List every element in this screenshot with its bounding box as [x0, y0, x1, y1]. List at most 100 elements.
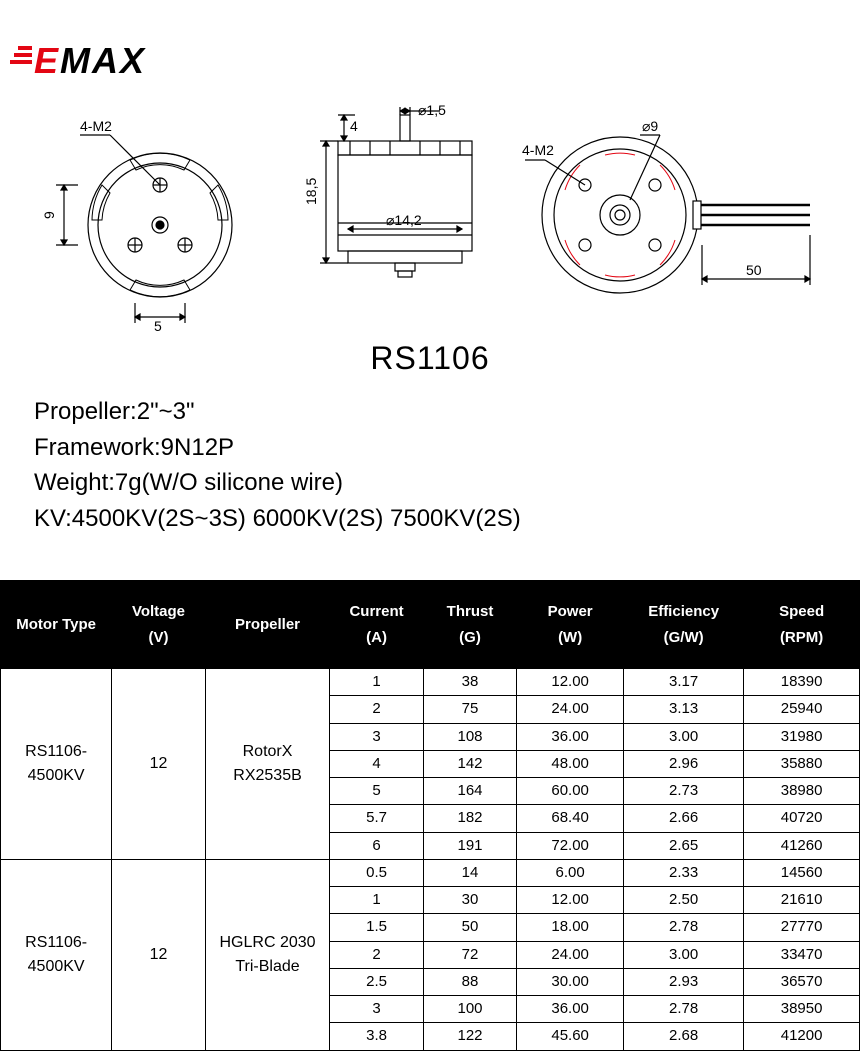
cell-eff: 3.00 — [624, 723, 744, 750]
table-header-row: Motor Type Voltage(V) Propeller Current(… — [1, 581, 860, 669]
th-thrust: Thrust(G) — [423, 581, 516, 669]
cell-power: 12.00 — [517, 669, 624, 696]
cell-power: 12.00 — [517, 887, 624, 914]
cell-speed: 36570 — [744, 968, 860, 995]
cell-eff: 3.00 — [624, 941, 744, 968]
cell-speed: 38950 — [744, 996, 860, 1023]
logo: EMAX — [34, 40, 146, 82]
cell-current: 1 — [330, 887, 423, 914]
cell-thrust: 75 — [423, 696, 516, 723]
dim-4m2: 4-M2 — [80, 118, 112, 134]
cell-speed: 27770 — [744, 914, 860, 941]
dim-5: 5 — [154, 318, 162, 334]
cell-current: 3 — [330, 723, 423, 750]
table-row: RS1106-4500KV12RotorXRX2535B13812.003.17… — [1, 669, 860, 696]
cell-voltage: 12 — [112, 859, 205, 1050]
cell-power: 68.40 — [517, 805, 624, 832]
th-power: Power(W) — [517, 581, 624, 669]
cell-eff: 3.13 — [624, 696, 744, 723]
cell-eff: 2.65 — [624, 832, 744, 859]
dim-142: ⌀14,2 — [386, 212, 422, 228]
table-row: RS1106-4500KV12HGLRC 2030Tri-Blade0.5146… — [1, 859, 860, 886]
dim-9: 9 — [41, 211, 57, 219]
cell-propeller: HGLRC 2030Tri-Blade — [205, 859, 330, 1050]
cell-speed: 41200 — [744, 1023, 860, 1050]
cell-eff: 2.78 — [624, 914, 744, 941]
cell-power: 60.00 — [517, 778, 624, 805]
dim-4m2-b: 4-M2 — [522, 142, 554, 158]
cell-thrust: 108 — [423, 723, 516, 750]
spec-kv: KV:4500KV(2S~3S) 6000KV(2S) 7500KV(2S) — [34, 502, 521, 536]
cell-thrust: 88 — [423, 968, 516, 995]
cell-speed: 18390 — [744, 669, 860, 696]
cell-speed: 38980 — [744, 778, 860, 805]
dim-15: ⌀1,5 — [418, 105, 446, 118]
cell-current: 3 — [330, 996, 423, 1023]
diagram-side-view: 18,5 4 ⌀1,5 ⌀14,2 — [260, 105, 510, 335]
cell-power: 72.00 — [517, 832, 624, 859]
cell-current: 3.8 — [330, 1023, 423, 1050]
cell-current: 2 — [330, 941, 423, 968]
th-voltage: Voltage(V) — [112, 581, 205, 669]
cell-current: 0.5 — [330, 859, 423, 886]
spec-table: Motor Type Voltage(V) Propeller Current(… — [0, 580, 860, 1051]
cell-motor: RS1106-4500KV — [1, 669, 112, 860]
cell-motor: RS1106-4500KV — [1, 859, 112, 1050]
th-propeller: Propeller — [205, 581, 330, 669]
cell-current: 1 — [330, 669, 423, 696]
cell-thrust: 14 — [423, 859, 516, 886]
spec-weight: Weight:7g(W/O silicone wire) — [34, 466, 521, 500]
cell-speed: 41260 — [744, 832, 860, 859]
cell-thrust: 182 — [423, 805, 516, 832]
cell-current: 2.5 — [330, 968, 423, 995]
cell-power: 24.00 — [517, 941, 624, 968]
cell-current: 5 — [330, 778, 423, 805]
th-current: Current(A) — [330, 581, 423, 669]
cell-current: 2 — [330, 696, 423, 723]
cell-power: 36.00 — [517, 996, 624, 1023]
cell-current: 1.5 — [330, 914, 423, 941]
cell-thrust: 50 — [423, 914, 516, 941]
dim-4: 4 — [350, 118, 358, 134]
dim-185: 18,5 — [303, 178, 319, 205]
cell-speed: 33470 — [744, 941, 860, 968]
cell-power: 6.00 — [517, 859, 624, 886]
cell-power: 48.00 — [517, 750, 624, 777]
th-speed: Speed(RPM) — [744, 581, 860, 669]
cell-thrust: 191 — [423, 832, 516, 859]
cell-power: 24.00 — [517, 696, 624, 723]
cell-thrust: 164 — [423, 778, 516, 805]
diagram-top-view: ⌀9 4-M2 50 — [510, 105, 830, 335]
cell-power: 18.00 — [517, 914, 624, 941]
technical-diagrams: 4-M2 9 5 — [30, 100, 830, 340]
specs-block: Propeller:2"~3" Framework:9N12P Weight:7… — [34, 395, 521, 537]
cell-speed: 14560 — [744, 859, 860, 886]
cell-eff: 2.93 — [624, 968, 744, 995]
spec-propeller: Propeller:2"~3" — [34, 395, 521, 429]
th-motor: Motor Type — [1, 581, 112, 669]
cell-thrust: 122 — [423, 1023, 516, 1050]
cell-eff: 2.50 — [624, 887, 744, 914]
dim-d9: ⌀9 — [642, 118, 658, 134]
cell-thrust: 100 — [423, 996, 516, 1023]
cell-thrust: 30 — [423, 887, 516, 914]
cell-speed: 40720 — [744, 805, 860, 832]
dim-50: 50 — [746, 262, 762, 278]
cell-eff: 2.66 — [624, 805, 744, 832]
logo-red: E — [34, 40, 60, 81]
logo-black: MAX — [60, 40, 146, 81]
cell-power: 36.00 — [517, 723, 624, 750]
cell-thrust: 142 — [423, 750, 516, 777]
cell-power: 45.60 — [517, 1023, 624, 1050]
cell-speed: 35880 — [744, 750, 860, 777]
cell-eff: 2.33 — [624, 859, 744, 886]
cell-voltage: 12 — [112, 669, 205, 860]
cell-eff: 2.68 — [624, 1023, 744, 1050]
cell-eff: 2.78 — [624, 996, 744, 1023]
th-efficiency: Efficiency(G/W) — [624, 581, 744, 669]
cell-eff: 2.96 — [624, 750, 744, 777]
logo-stripes — [18, 46, 32, 64]
cell-propeller: RotorXRX2535B — [205, 669, 330, 860]
diagram-bottom-view: 4-M2 9 5 — [30, 105, 260, 335]
cell-eff: 2.73 — [624, 778, 744, 805]
